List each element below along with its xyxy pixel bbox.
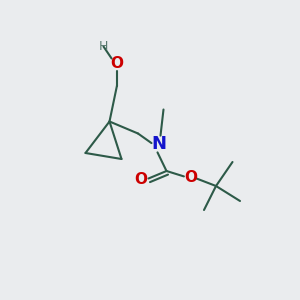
Text: N: N [152, 135, 166, 153]
Text: O: O [184, 169, 197, 184]
Text: O: O [134, 172, 148, 188]
Text: H: H [99, 40, 108, 53]
Text: O: O [110, 56, 124, 70]
